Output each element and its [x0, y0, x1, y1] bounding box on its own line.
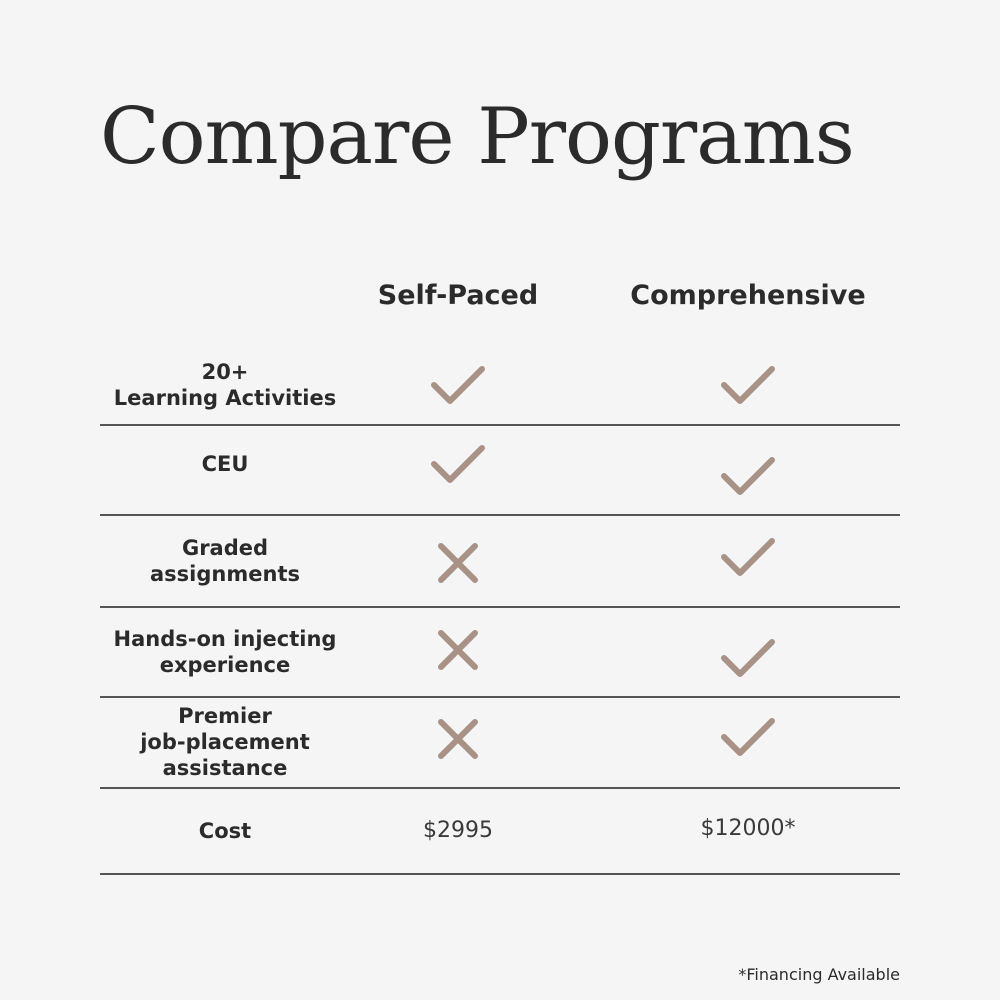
cross-icon: [438, 630, 478, 670]
cell-self-paced: [398, 419, 518, 509]
cost-self-paced: $2995: [423, 818, 493, 843]
table-row: Hands-on injecting experience: [0, 607, 1000, 697]
table-row: CEU: [0, 425, 1000, 515]
cell-comprehensive: $12000*: [668, 786, 828, 871]
cost-comprehensive: $12000*: [700, 816, 796, 841]
cell-self-paced: [398, 517, 518, 608]
cell-comprehensive: [688, 431, 808, 521]
cell-self-paced: [398, 345, 518, 425]
check-icon: [721, 639, 775, 677]
row-divider: [100, 424, 900, 426]
cross-icon: [438, 719, 478, 759]
cell-self-paced: [398, 605, 518, 695]
table-row-cost: Cost $2995 $12000*: [0, 788, 1000, 873]
row-label-cost: Cost: [198, 818, 252, 843]
check-icon: [721, 457, 775, 495]
check-icon: [431, 445, 485, 483]
row-label: Premier job-placement assistance: [140, 704, 310, 780]
cell-comprehensive: [688, 692, 808, 782]
cell-comprehensive: [688, 613, 808, 703]
cell-comprehensive: [688, 345, 808, 425]
footnote: *Financing Available: [738, 965, 900, 984]
check-icon: [721, 366, 775, 404]
cell-self-paced: $2995: [378, 788, 538, 873]
row-divider: [100, 514, 900, 516]
cross-icon: [438, 542, 478, 583]
page-title: Compare Programs: [100, 92, 855, 182]
column-header-self-paced: Self-Paced: [377, 280, 539, 311]
row-divider: [100, 787, 900, 789]
check-icon: [431, 366, 485, 404]
check-icon: [721, 537, 775, 576]
row-divider: [100, 873, 900, 875]
row-label: 20+ Learning Activities: [113, 360, 337, 410]
table-row: Graded assignments: [0, 515, 1000, 606]
cell-self-paced: [398, 694, 518, 784]
table-row: 20+ Learning Activities: [0, 345, 1000, 425]
check-icon: [721, 718, 775, 756]
row-divider: [100, 696, 900, 698]
cell-comprehensive: [688, 511, 808, 602]
row-label: Graded assignments: [150, 535, 300, 586]
table-row: Premier job-placement assistance: [0, 697, 1000, 787]
row-label: Hands-on injecting experience: [113, 627, 337, 677]
column-header-comprehensive: Comprehensive: [630, 280, 866, 311]
row-divider: [100, 606, 900, 608]
row-label: CEU: [201, 452, 249, 476]
